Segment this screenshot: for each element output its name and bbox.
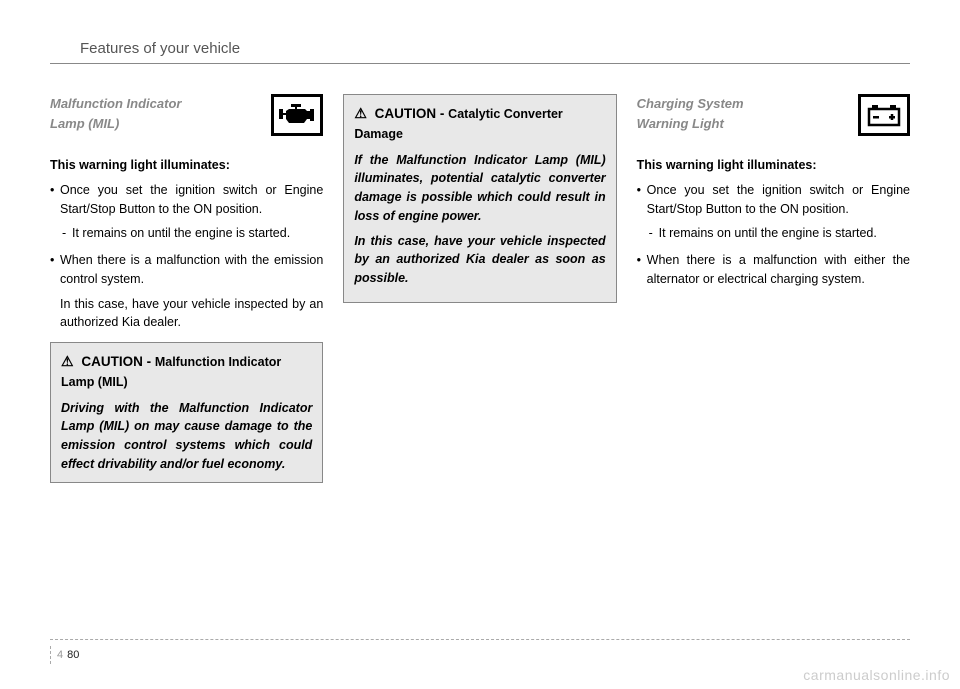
mil-bullet-1-text: Once you set the ignition switch or Engi… [60,181,323,219]
charging-bullet-2: • When there is a malfunction with eithe… [637,251,910,289]
warning-icon: ⚠ [61,351,74,372]
footer-rule: 4 80 [50,639,910,664]
sub-dash: - [62,224,72,243]
bullet-dot: • [637,181,647,219]
caution-mil: ⚠ CAUTION - Malfunction Indicator Lamp (… [50,342,323,483]
caution-label: CAUTION - [375,106,445,121]
footer-rule-left [50,646,51,664]
caution-label: CAUTION - [81,354,151,369]
column-2: ⚠ CAUTION - Catalytic Converter Damage I… [343,94,616,483]
mil-subhead: This warning light illuminates: [50,156,323,175]
watermark: carmanualsonline.info [803,667,950,683]
page-number: 80 [67,649,79,661]
mil-bullet-2-text: When there is a malfunction with the emi… [60,251,323,289]
mil-sub-1: - It remains on until the engine is star… [62,224,323,243]
mil-bullet-2: • When there is a malfunction with the e… [50,251,323,289]
warning-icon: ⚠ [354,103,367,124]
content-columns: Malfunction Indicator Lamp (MIL) This wa… [50,94,910,483]
mil-bullet-1: • Once you set the ignition switch or En… [50,181,323,219]
mil-sub-1-text: It remains on until the engine is starte… [72,224,323,243]
page-footer: 4 80 [50,639,910,664]
caution-catalytic: ⚠ CAUTION - Catalytic Converter Damage I… [343,94,616,303]
chapter-number: 4 [57,649,63,661]
caution-cat-body-1: If the Malfunction Indicator Lamp (MIL) … [354,151,605,226]
caution-cat-body: If the Malfunction Indicator Lamp (MIL) … [354,151,605,288]
caution-mil-head: ⚠ CAUTION - Malfunction Indicator Lamp (… [61,351,312,393]
column-1: Malfunction Indicator Lamp (MIL) This wa… [50,94,323,483]
charging-bullet-1: • Once you set the ignition switch or En… [637,181,910,219]
charging-bullet-2-text: When there is a malfunction with either … [647,251,910,289]
sub-dash: - [649,224,659,243]
mil-para: In this case, have your vehicle inspecte… [60,295,323,333]
page-header: Features of your vehicle [50,40,910,64]
charging-bullet-1-text: Once you set the ignition switch or Engi… [647,181,910,219]
caution-cat-body-2: In this case, have your vehicle inspecte… [354,232,605,288]
bullet-dot: • [637,251,647,289]
charging-sub-1-text: It remains on until the engine is starte… [659,224,910,243]
charging-sub-1: - It remains on until the engine is star… [649,224,910,243]
charging-title-row: Charging System Warning Light [637,94,910,136]
caution-mil-body: Driving with the Malfunction Indicator L… [61,399,312,474]
bullet-dot: • [50,251,60,289]
bullet-dot: • [50,181,60,219]
mil-section-title: Malfunction Indicator Lamp (MIL) [50,94,271,133]
charging-section-title: Charging System Warning Light [637,94,858,133]
battery-icon [858,94,910,136]
column-3: Charging System Warning Light This warni… [637,94,910,483]
charging-subhead: This warning light illuminates: [637,156,910,175]
caution-cat-head: ⚠ CAUTION - Catalytic Converter Damage [354,103,605,145]
mil-title-row: Malfunction Indicator Lamp (MIL) [50,94,323,136]
engine-icon [271,94,323,136]
